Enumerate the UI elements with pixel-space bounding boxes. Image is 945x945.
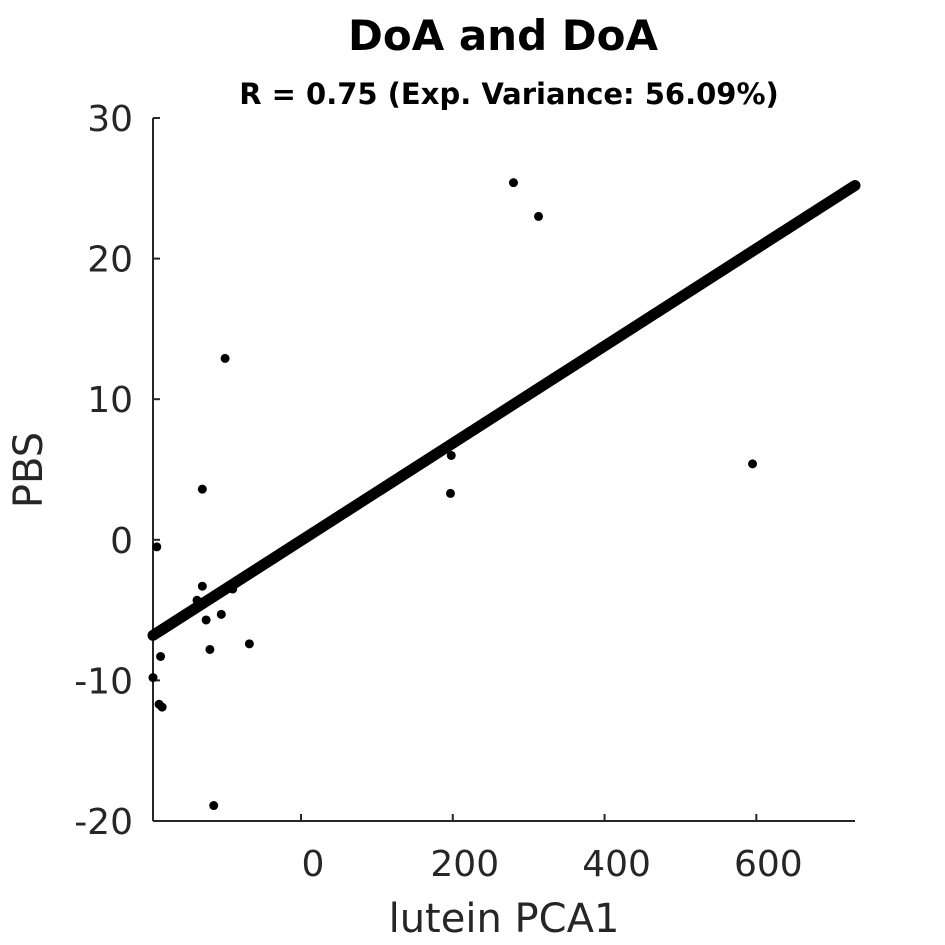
data-point: [209, 801, 219, 811]
data-point: [508, 178, 518, 188]
data-point: [534, 211, 544, 221]
data-point: [748, 459, 758, 469]
data-point: [244, 639, 254, 649]
regression-line: [147, 179, 861, 641]
y-tick-label: -20: [74, 802, 133, 843]
data-point: [201, 615, 211, 625]
regression-line-group: [147, 179, 861, 641]
axes: [152, 118, 855, 822]
data-points: [148, 178, 758, 811]
data-point: [156, 651, 166, 661]
data-point: [197, 484, 207, 494]
data-point: [197, 581, 207, 591]
chart-subtitle: R = 0.75 (Exp. Variance: 56.09%): [239, 77, 779, 111]
y-tick-label: 10: [87, 380, 133, 421]
data-point: [228, 584, 238, 594]
y-tick-label: 0: [110, 521, 133, 562]
y-tick-label: 30: [87, 99, 133, 140]
data-point: [152, 542, 162, 552]
x-tick-label: 0: [302, 844, 325, 885]
x-axis-label: lutein PCA1: [389, 896, 620, 942]
data-point: [445, 488, 455, 498]
y-tick-label: 20: [87, 240, 133, 281]
y-tick-label: -10: [74, 661, 133, 702]
data-point: [157, 702, 167, 712]
chart-title: DoA and DoA: [348, 11, 658, 60]
data-point: [446, 450, 456, 460]
data-point: [148, 673, 158, 683]
ticks: -20 -10 0 10 20 30 0 200 400 600: [74, 99, 803, 885]
y-axis-label: PBS: [6, 432, 52, 508]
x-tick-label: 400: [582, 844, 651, 885]
data-point: [220, 353, 230, 363]
x-tick-label: 200: [430, 844, 499, 885]
data-point: [216, 609, 226, 619]
data-point: [192, 595, 202, 605]
x-tick-label: 600: [734, 844, 803, 885]
data-point: [205, 644, 215, 654]
